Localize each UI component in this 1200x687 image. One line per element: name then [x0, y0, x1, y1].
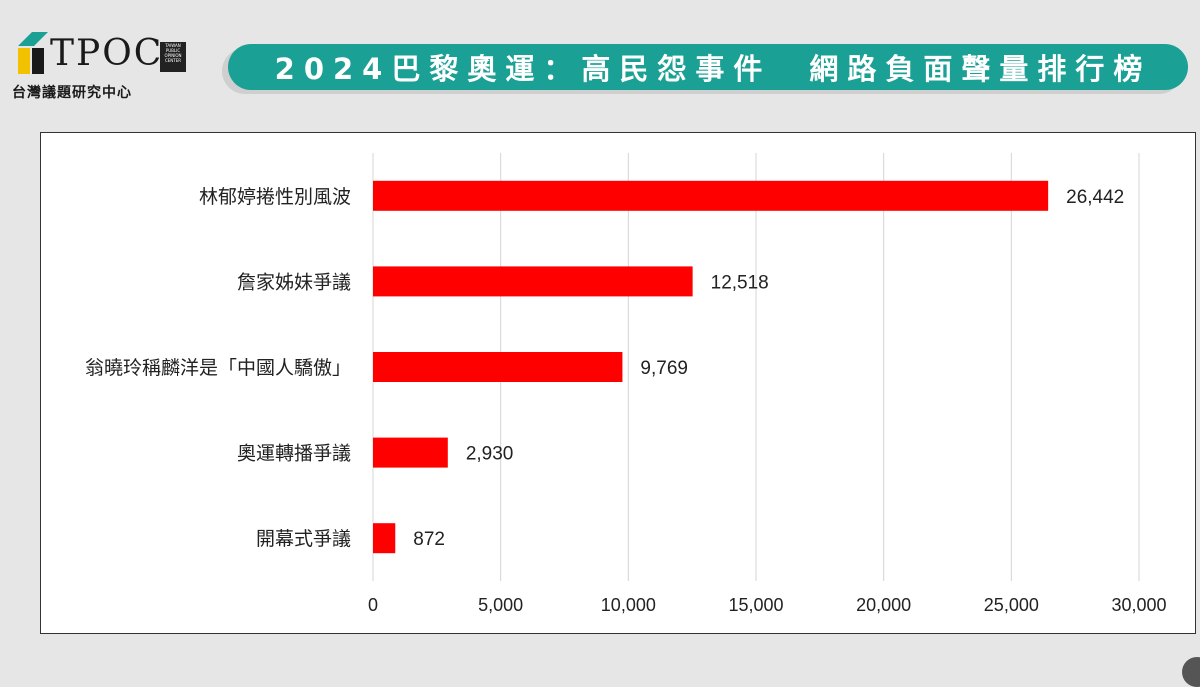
logo-side-text: TAIWAN PUBLIC OPINION CENTER [160, 42, 186, 72]
bar-chart: 0 5,000 10,000 15,000 20,000 25,000 30,000 林郁婷捲… [85, 153, 1167, 615]
title-banner: 2024巴黎奧運：高民怨事件 網路負面聲量排行榜 [228, 44, 1188, 90]
category-label: 詹家姊妹爭議 [237, 271, 351, 293]
x-tick-label: 15,000 [728, 595, 783, 615]
tpoc-logo-icon [18, 32, 48, 74]
bar [373, 180, 1049, 211]
corner-decoration [1182, 657, 1200, 687]
page-title: 2024巴黎奧運：高民怨事件 網路負面聲量排行榜 [274, 52, 1152, 86]
x-tick-label: 10,000 [601, 595, 656, 615]
chart-panel: 0 5,000 10,000 15,000 20,000 25,000 30,000 林郁婷捲… [40, 132, 1196, 634]
logo: TPOC TAIWAN PUBLIC OPINION CENTER 台灣議題研究… [10, 18, 200, 108]
data-label: 9,769 [640, 358, 688, 379]
bar [373, 523, 396, 554]
category-label: 翁曉玲稱麟洋是「中國人驕傲」 [85, 357, 351, 379]
data-label: 872 [413, 529, 445, 550]
bar [373, 352, 623, 382]
bar [373, 266, 693, 297]
x-tick-label: 30,000 [1111, 595, 1166, 615]
category-label: 奧運轉播爭議 [237, 443, 351, 465]
data-label: 26,442 [1066, 187, 1124, 208]
category-label: 林郁婷捲性別風波 [199, 186, 351, 208]
category-label: 開幕式爭議 [256, 528, 351, 550]
data-label: 2,930 [466, 444, 514, 465]
x-tick-label: 0 [368, 595, 378, 615]
x-tick-label: 20,000 [856, 595, 911, 615]
logo-subtitle: 台灣議題研究中心 [12, 85, 132, 101]
x-tick-label: 5,000 [478, 595, 523, 615]
data-label: 12,518 [711, 272, 769, 293]
x-tick-label: 25,000 [984, 595, 1039, 615]
logo-wordmark: TPOC [50, 33, 164, 74]
bar [373, 437, 448, 468]
